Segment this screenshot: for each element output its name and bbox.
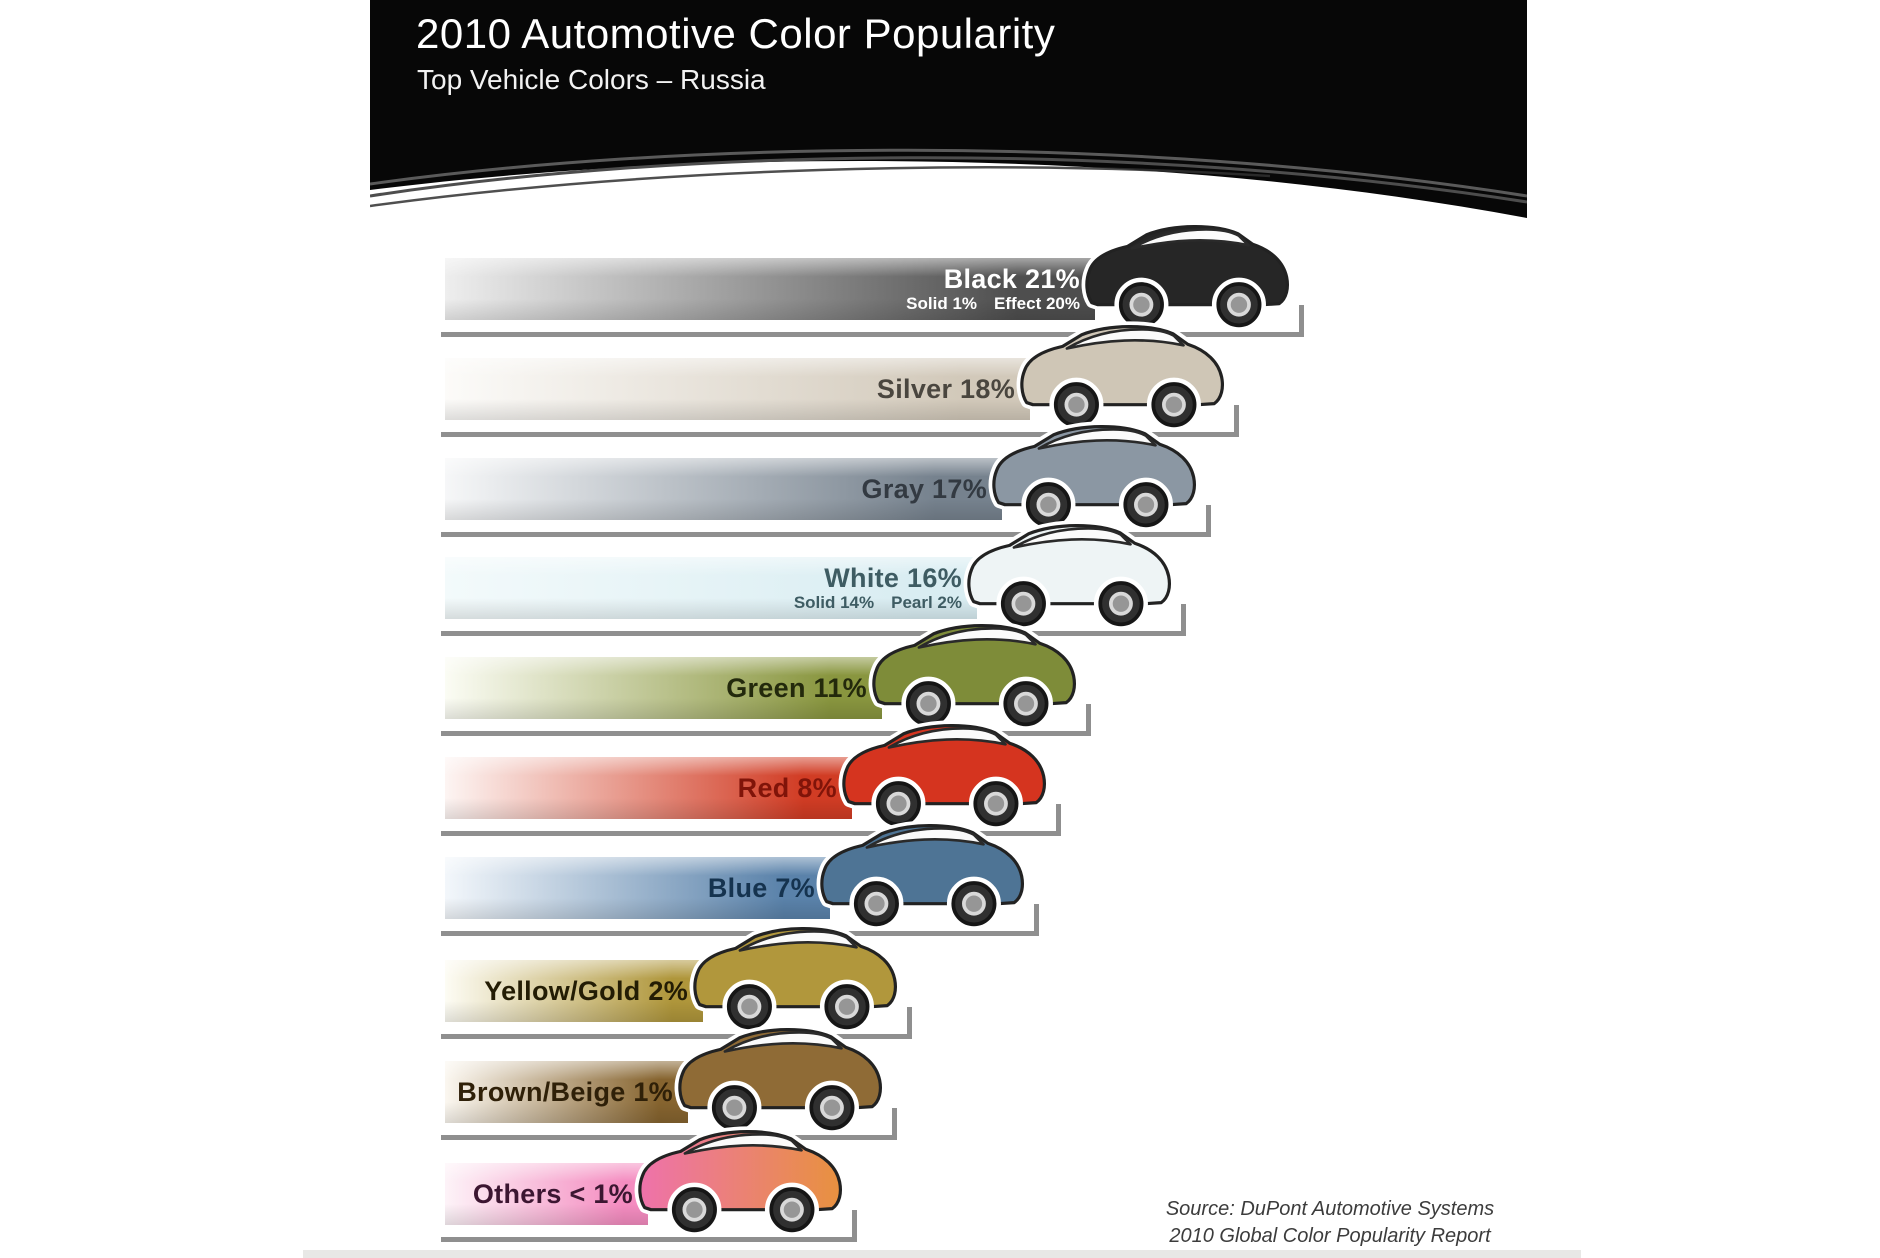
bar-label: Gray 17% xyxy=(861,474,987,504)
color-bar: Silver 18% xyxy=(445,321,1228,432)
car-glass xyxy=(1012,527,1132,549)
car-front-wheel xyxy=(1211,277,1266,332)
bar-label: Others < 1% xyxy=(472,1179,633,1209)
color-bar: Brown/Beige 1% xyxy=(445,1024,886,1135)
bar-label-group: Red 8% xyxy=(738,757,837,819)
bar-baseline xyxy=(441,704,1091,736)
color-bar: Black 21% Solid 1% Effect 20% xyxy=(445,221,1293,332)
car-glass xyxy=(1037,428,1157,450)
chart-subtitle: Top Vehicle Colors – Russia xyxy=(417,64,766,95)
car-icon xyxy=(868,620,1080,731)
bar-label-group: Silver 18% xyxy=(877,358,1015,420)
color-bar-row: Red 8% xyxy=(441,720,1061,836)
bar-label: Black 21% xyxy=(943,264,1080,294)
car-icon xyxy=(963,520,1175,631)
car-glass xyxy=(917,627,1037,649)
color-bar: Others < 1% xyxy=(445,1126,846,1237)
color-bar-row: Blue 7% xyxy=(441,820,1039,936)
bar-baseline xyxy=(441,1007,912,1039)
car-icon xyxy=(674,1024,886,1135)
bar-sublabel: Solid 14% Pearl 2% xyxy=(793,593,962,612)
car-front-wheel xyxy=(1146,377,1201,432)
color-bar-row: Brown/Beige 1% xyxy=(441,1024,897,1140)
color-bar-row: Silver 18% xyxy=(441,321,1239,437)
bar-label-group: Gray 17% xyxy=(862,458,987,520)
bar-label: Yellow/Gold 2% xyxy=(484,976,688,1006)
color-bar-row: Others < 1% xyxy=(441,1126,857,1242)
car-icon xyxy=(1081,221,1293,332)
bar-baseline xyxy=(441,804,1061,836)
color-bar: Blue 7% xyxy=(445,820,1028,931)
color-bar: Red 8% xyxy=(445,720,1050,831)
car-rear-wheel xyxy=(667,1182,722,1237)
bar-label: Red 8% xyxy=(737,773,837,803)
car-icon xyxy=(988,421,1200,532)
car-icon xyxy=(1016,321,1228,432)
bar-label: White 16% xyxy=(824,563,962,593)
bar-label-group: Green 11% xyxy=(726,657,867,719)
car-glass xyxy=(865,827,985,849)
bar-label: Blue 7% xyxy=(707,873,815,903)
car-rear-wheel xyxy=(849,876,904,931)
bar-sublabel: Solid 1% Effect 20% xyxy=(906,294,1080,313)
source-note: Source: DuPont Automotive Systems 2010 G… xyxy=(1140,1196,1520,1250)
car-rear-wheel xyxy=(722,979,777,1034)
bar-label-group: Brown/Beige 1% xyxy=(457,1061,673,1123)
header-swoosh-graphic xyxy=(370,0,1527,218)
bar-label-group: Yellow/Gold 2% xyxy=(484,960,688,1022)
color-bar: Green 11% xyxy=(445,620,1080,731)
car-front-wheel xyxy=(819,979,874,1034)
bar-label-group: Blue 7% xyxy=(708,857,815,919)
car-icon xyxy=(816,820,1028,931)
car-glass xyxy=(738,930,858,952)
bar-label-group: Black 21% Solid 1% Effect 20% xyxy=(906,258,1080,320)
car-icon xyxy=(634,1126,846,1237)
bar-label-group: White 16% Solid 14% Pearl 2% xyxy=(794,557,962,619)
color-bar-row: White 16% Solid 14% Pearl 2% xyxy=(441,520,1186,636)
bar-baseline xyxy=(441,305,1304,337)
bar-baseline xyxy=(441,1210,857,1242)
chart-header: 2010 Automotive Color Popularity Top Veh… xyxy=(370,0,1527,235)
car-front-wheel xyxy=(968,776,1023,831)
car-icon xyxy=(689,923,901,1034)
bar-label: Brown/Beige 1% xyxy=(457,1077,673,1107)
car-front-wheel xyxy=(764,1182,819,1237)
bottom-edge-strip xyxy=(303,1250,1581,1258)
bar-baseline xyxy=(441,1108,897,1140)
car-front-wheel xyxy=(998,676,1053,731)
car-rear-wheel xyxy=(996,576,1051,631)
car-front-wheel xyxy=(1093,576,1148,631)
bar-baseline xyxy=(441,405,1239,437)
car-glass xyxy=(723,1031,843,1053)
color-bar-row: Green 11% xyxy=(441,620,1091,736)
car-glass xyxy=(1065,328,1185,350)
bar-baseline xyxy=(441,904,1039,936)
source-line-1: Source: DuPont Automotive Systems xyxy=(1165,1198,1495,1220)
car-front-wheel xyxy=(804,1080,859,1135)
color-bar: White 16% Solid 14% Pearl 2% xyxy=(445,520,1175,631)
bar-label-group: Others < 1% xyxy=(473,1163,633,1225)
car-icon xyxy=(838,720,1050,831)
source-line-2: 2010 Global Color Popularity Report xyxy=(1169,1225,1491,1247)
color-bar-row: Gray 17% xyxy=(441,421,1211,537)
bar-baseline xyxy=(441,604,1186,636)
bar-label: Silver 18% xyxy=(876,374,1015,404)
color-bar-row: Black 21% Solid 1% Effect 20% xyxy=(441,221,1304,337)
color-bar: Yellow/Gold 2% xyxy=(445,923,901,1034)
car-front-wheel xyxy=(1118,477,1173,532)
car-glass xyxy=(887,727,1007,749)
car-front-wheel xyxy=(946,876,1001,931)
color-bar-row: Yellow/Gold 2% xyxy=(441,923,912,1039)
car-glass xyxy=(683,1133,803,1155)
bar-label: Green 11% xyxy=(726,673,867,703)
bar-baseline xyxy=(441,505,1211,537)
color-bar: Gray 17% xyxy=(445,421,1200,532)
chart-title: 2010 Automotive Color Popularity xyxy=(416,10,1056,57)
car-glass xyxy=(1130,228,1250,250)
